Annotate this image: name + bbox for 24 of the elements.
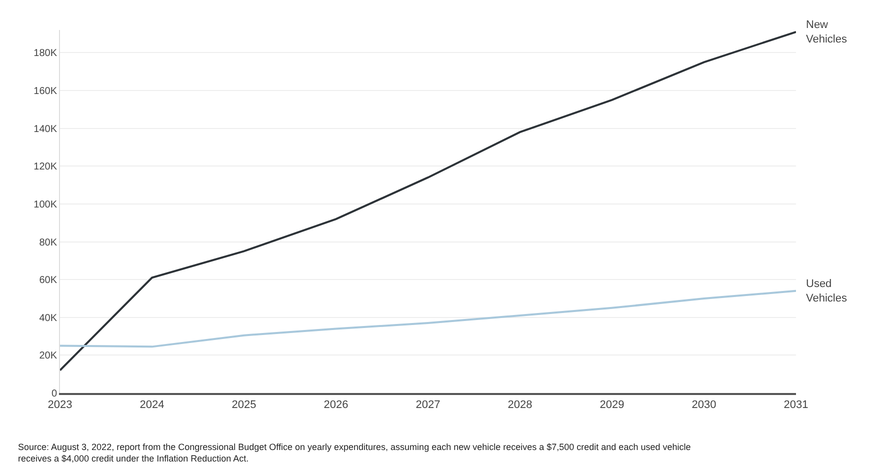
y-tick-label: 40K [39, 312, 58, 324]
x-tick-label: 2027 [416, 398, 440, 411]
line-series [60, 290, 796, 348]
x-tick-label: 2029 [600, 398, 624, 411]
y-tick-label: 180K [34, 48, 58, 60]
series-label: New Vehicles [806, 19, 848, 46]
x-tick-label: 2028 [508, 398, 532, 411]
x-tick-label: 2024 [140, 398, 164, 411]
y-tick-label: 100K [34, 199, 58, 210]
y-tick-label: 120K [34, 162, 58, 173]
y-tick-label: 20K [39, 350, 58, 362]
line-series [60, 30, 796, 372]
series-label: Used Vehicles [806, 278, 848, 304]
source-note: Source: August 3, 2022, report from the Congressional Budget Office on yearly expenditures, assuming each new vehicle receives a $7,500 credit and each used vehicle receives a $4,000 credit under the Inflation Reduction Act. [18, 442, 691, 464]
y-tick-label: 80K [39, 237, 58, 248]
x-tick-label: 2025 [232, 398, 256, 411]
x-tick-label: 2030 [692, 398, 716, 411]
y-tick-label: 140K [34, 124, 58, 135]
y-tick-label: 160K [34, 86, 58, 97]
y-tick-label: 0 [51, 388, 58, 400]
x-tick-label: 2023 [48, 398, 72, 411]
x-tick-label: 2026 [324, 398, 348, 411]
y-tick-label: 60K [39, 275, 58, 286]
x-tick-label: 2031 [784, 398, 808, 411]
